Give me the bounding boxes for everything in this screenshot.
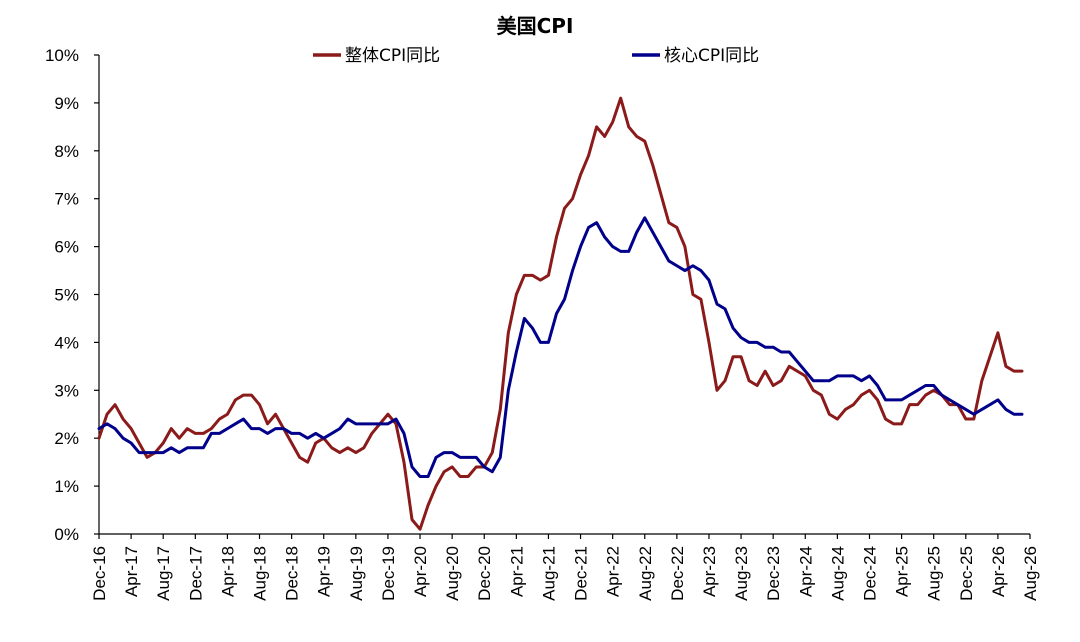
x-tick-label: Apr-18	[218, 546, 237, 597]
x-tick-label: Aug-23	[732, 546, 751, 601]
x-tick-label: Apr-23	[700, 546, 719, 597]
x-tick-label: Apr-19	[315, 546, 334, 597]
x-tick-label: Dec-19	[379, 546, 398, 601]
chart-title: 美国CPI	[497, 14, 574, 38]
legend-label-core-cpi: 核心CPI同比	[664, 46, 759, 66]
y-tick-label: 7%	[54, 190, 79, 209]
x-tick-label: Dec-25	[957, 546, 976, 601]
x-tick-label: Dec-16	[90, 546, 109, 601]
y-tick-label: 6%	[54, 238, 79, 257]
plot-lines	[97, 96, 1024, 531]
y-tick-label: 4%	[54, 333, 79, 352]
x-tick-label: Aug-18	[251, 546, 270, 601]
x-tick-label: Dec-18	[283, 546, 302, 601]
x-tick-label: Apr-26	[989, 546, 1008, 597]
x-tick-label: Aug-17	[154, 546, 173, 601]
x-tick-label: Apr-20	[411, 546, 430, 597]
x-tick-label: Apr-21	[507, 546, 526, 597]
x-tick-label: Apr-24	[796, 546, 815, 597]
y-tick-label: 1%	[54, 477, 79, 496]
y-tick-label: 9%	[54, 94, 79, 113]
x-tick-label: Apr-22	[604, 546, 623, 597]
x-tick-label: Aug-21	[539, 546, 558, 601]
x-tick-label: Aug-26	[1021, 546, 1040, 601]
series-line-headline-cpi	[97, 96, 1024, 531]
y-tick-label: 10%	[45, 46, 79, 65]
x-tick-label: Dec-21	[572, 546, 591, 601]
legend-label-headline-cpi: 整体CPI同比	[345, 46, 440, 66]
x-tick-label: Dec-24	[860, 546, 879, 601]
x-tick-label: Apr-25	[893, 546, 912, 597]
series-line-core-cpi	[97, 216, 1024, 479]
x-tick-label: Aug-20	[443, 546, 462, 601]
y-tick-label: 3%	[54, 381, 79, 400]
y-axis: 0% 1% 2% 3% 4% 5% 6% 7% 8% 9% 10%	[45, 46, 100, 544]
x-tick-label: Apr-17	[122, 546, 141, 597]
y-tick-label: 8%	[54, 142, 79, 161]
y-tick-label: 0%	[54, 525, 79, 544]
x-tick-label: Aug-24	[828, 546, 847, 601]
x-tick-label: Aug-22	[636, 546, 655, 601]
x-tick-label: Dec-22	[668, 546, 687, 601]
y-tick-label: 5%	[54, 286, 79, 305]
y-tick-label: 2%	[54, 429, 79, 448]
x-axis: Dec-16 Apr-17 Aug-17 Dec-17 Apr-18 Aug-18 Dec-…	[90, 533, 1040, 601]
x-tick-label: Dec-23	[764, 546, 783, 601]
x-tick-label: Aug-19	[347, 546, 366, 601]
x-tick-label: Dec-17	[186, 546, 205, 601]
x-tick-label: Dec-20	[475, 546, 494, 601]
legend: 整体CPI同比 核心CPI同比	[313, 46, 759, 66]
x-tick-label: Aug-25	[925, 546, 944, 601]
